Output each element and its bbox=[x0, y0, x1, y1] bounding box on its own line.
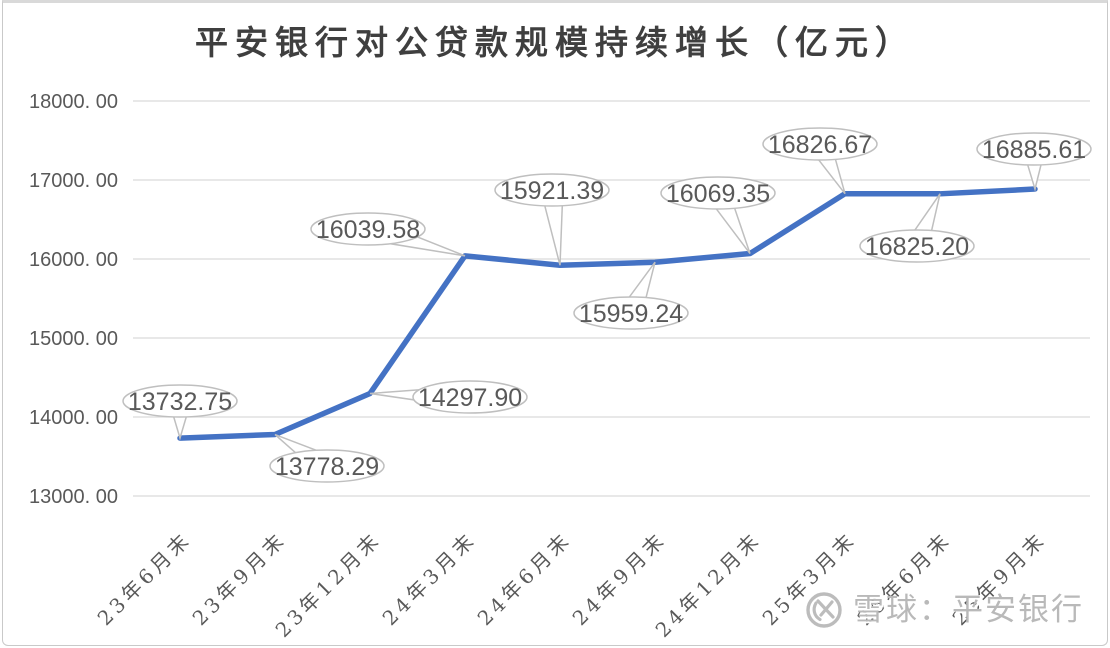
callout-bubble bbox=[762, 127, 878, 161]
callout-bubble bbox=[660, 176, 776, 210]
callout-bubble bbox=[269, 449, 385, 483]
y-tick-label: 16000. 00 bbox=[29, 249, 118, 271]
callout-bubble bbox=[976, 132, 1092, 166]
callout-bubble bbox=[859, 229, 975, 263]
callout-value: 13732.75 bbox=[128, 388, 232, 416]
callout-value: 16825.20 bbox=[865, 233, 969, 261]
y-tick-label: 17000. 00 bbox=[29, 170, 118, 192]
data-callout: 16039.58 bbox=[310, 212, 466, 257]
callout-bubble bbox=[310, 212, 426, 246]
callout-value: 15921.39 bbox=[500, 177, 604, 205]
watermark-text: 雪球：平安银行 bbox=[853, 592, 1084, 627]
y-tick-label: 14000. 00 bbox=[29, 407, 118, 429]
callout-bubble bbox=[412, 380, 528, 414]
y-tick-label: 13000. 00 bbox=[29, 486, 118, 508]
data-callout: 16826.67 bbox=[762, 127, 878, 195]
callout-value: 16039.58 bbox=[316, 216, 420, 244]
y-tick-label: 18000. 00 bbox=[29, 91, 118, 113]
data-callout: 16885.61 bbox=[976, 132, 1092, 192]
data-callout: 14297.90 bbox=[369, 380, 528, 414]
data-callout: 16825.20 bbox=[859, 193, 975, 263]
data-callout: 15921.39 bbox=[494, 173, 610, 266]
callout-value: 14297.90 bbox=[418, 384, 522, 412]
xueqiu-logo-icon bbox=[806, 592, 842, 628]
callout-value: 15959.24 bbox=[579, 300, 683, 328]
data-callout: 16069.35 bbox=[660, 176, 776, 254]
data-callout: 13778.29 bbox=[269, 433, 385, 483]
data-callout: 15959.24 bbox=[573, 261, 689, 330]
series-line bbox=[177, 186, 1038, 441]
chart-title: 平安银行对公贷款规模持续增长（亿元） bbox=[195, 23, 915, 62]
callout-value: 16069.35 bbox=[666, 180, 770, 208]
callout-bubble bbox=[573, 296, 689, 330]
watermark: 雪球：平安银行 bbox=[804, 590, 1084, 630]
callout-value: 16826.67 bbox=[768, 131, 872, 159]
callout-value: 16885.61 bbox=[982, 136, 1086, 164]
callout-bubble bbox=[494, 173, 610, 207]
data-callout: 13732.75 bbox=[122, 384, 238, 441]
callout-value: 13778.29 bbox=[275, 453, 379, 481]
y-tick-label: 15000. 00 bbox=[29, 328, 118, 350]
callout-bubble bbox=[122, 384, 238, 418]
